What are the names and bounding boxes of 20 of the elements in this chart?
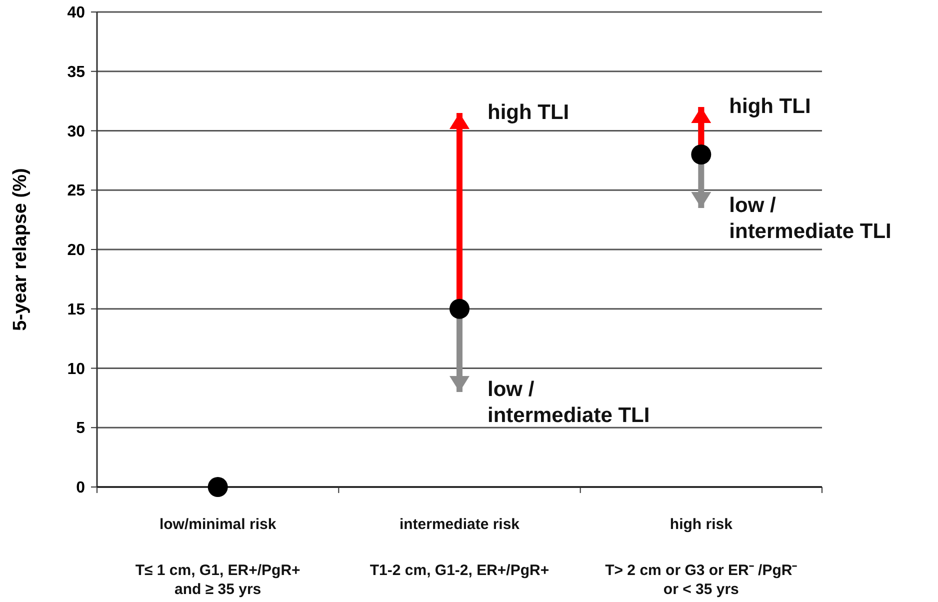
point — [450, 298, 470, 319]
y-tick-label: 15 — [67, 301, 86, 318]
y-tick-label: 25 — [67, 182, 86, 200]
annotation: high TLI — [488, 100, 570, 124]
category-label: low/minimal risk T≤ 1 cm, G1, ER+/PgR+ and ≥ 35 yrs — [135, 516, 300, 598]
y-tick-label: 10 — [67, 360, 86, 378]
y-tick-label: 35 — [67, 64, 86, 81]
point — [691, 144, 712, 164]
category-label: intermediate risk T1-2 cm, G1-2, ER+/PgR+ — [370, 516, 550, 579]
y-tick-label: 5 — [76, 420, 86, 438]
category-label: high risk T> 2 cm or G3 or ER⁻ /PgR⁻ or < 35 yrs — [605, 516, 798, 598]
y-tick-label: 40 — [67, 4, 86, 22]
y-tick-label: 30 — [67, 123, 86, 140]
annotation: high TLI — [729, 95, 811, 118]
point — [208, 477, 228, 497]
annotation: low / intermediate TLI — [729, 194, 892, 243]
y-tick-label: 0 — [76, 480, 86, 497]
y-axis-title: 5-year relapse (%) — [10, 168, 31, 331]
y-tick-label: 20 — [67, 242, 86, 260]
annotation: low / intermediate TLI — [488, 378, 650, 427]
